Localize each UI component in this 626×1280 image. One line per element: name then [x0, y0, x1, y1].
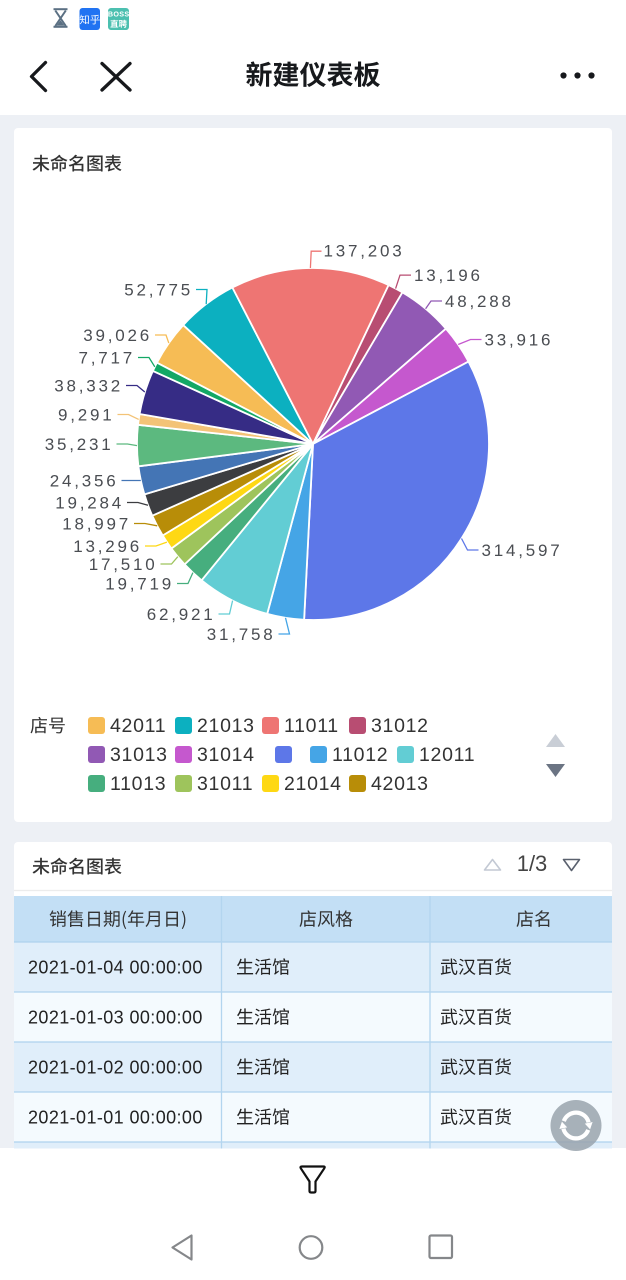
svg-text:19,284: 19,284 — [55, 494, 124, 513]
svg-text:13,196: 13,196 — [414, 266, 483, 285]
svg-text:1/3: 1/3 — [517, 851, 548, 876]
svg-text:2021-01-02 00:00:00: 2021-01-02 00:00:00 — [28, 1058, 203, 1078]
svg-text:2021-01-03 00:00:00: 2021-01-03 00:00:00 — [28, 1008, 203, 1028]
svg-text:42013: 42013 — [371, 773, 429, 795]
svg-text:31014: 31014 — [197, 744, 255, 766]
svg-text:24,356: 24,356 — [50, 472, 119, 491]
svg-text:9,291: 9,291 — [58, 406, 115, 425]
svg-text:19,719: 19,719 — [105, 575, 174, 594]
svg-text:11012: 11012 — [332, 744, 388, 766]
svg-text:7,717: 7,717 — [78, 349, 135, 368]
svg-text:33,916: 33,916 — [485, 331, 554, 350]
svg-text:31,758: 31,758 — [207, 625, 276, 644]
svg-text:52,775: 52,775 — [124, 281, 193, 300]
svg-text:42011: 42011 — [110, 715, 166, 737]
svg-text:21013: 21013 — [197, 715, 255, 737]
svg-text:48,288: 48,288 — [445, 292, 514, 311]
svg-text:31012: 31012 — [371, 715, 429, 737]
svg-text:13,296: 13,296 — [73, 537, 142, 556]
svg-text:62,921: 62,921 — [147, 605, 216, 624]
svg-text:314,597: 314,597 — [482, 541, 563, 560]
svg-text:21014: 21014 — [284, 773, 342, 795]
svg-text:31013: 31013 — [110, 744, 168, 766]
svg-text:17,510: 17,510 — [89, 555, 158, 574]
svg-text:12011: 12011 — [419, 744, 475, 766]
svg-text:31011: 31011 — [197, 773, 253, 795]
svg-text:11013: 11013 — [110, 773, 166, 795]
svg-text:38,332: 38,332 — [54, 377, 123, 396]
svg-text:35,231: 35,231 — [45, 435, 114, 454]
svg-text:2021-01-04 00:00:00: 2021-01-04 00:00:00 — [28, 958, 203, 978]
svg-text:137,203: 137,203 — [324, 242, 405, 261]
svg-text:2021-01-01 00:00:00: 2021-01-01 00:00:00 — [28, 1108, 203, 1128]
svg-text:BOSS: BOSS — [108, 10, 130, 19]
svg-text:18,997: 18,997 — [62, 515, 131, 534]
svg-text:39,026: 39,026 — [83, 326, 152, 345]
svg-text:11011: 11011 — [284, 715, 339, 737]
